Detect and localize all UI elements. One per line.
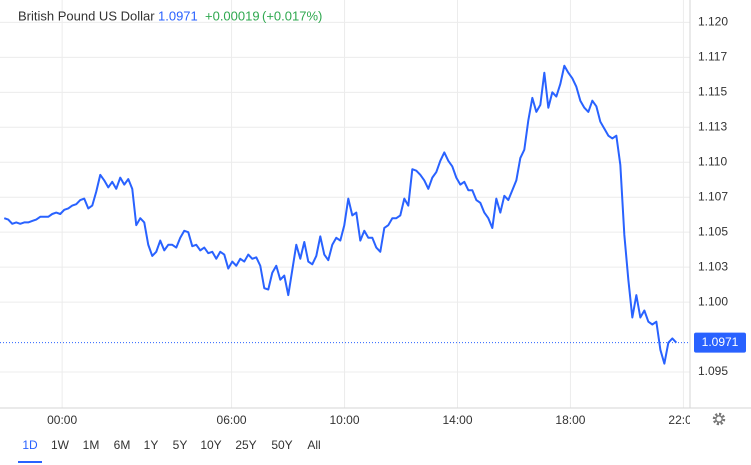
x-tick-label: 14:00 xyxy=(442,413,472,427)
last-price-tag-label: 1.0971 xyxy=(702,335,739,349)
y-tick-label: 1.095 xyxy=(698,364,728,378)
y-tick-label: 1.110 xyxy=(698,154,727,168)
range-button[interactable]: 25Y xyxy=(235,438,256,452)
x-tick-label: 22:00 xyxy=(668,413,698,427)
x-axis-labels: 00:00 06:00 10:00 14:00 18:00 22:00 xyxy=(47,413,698,427)
chart-title: British Pound US Dollar xyxy=(18,8,155,23)
range-button[interactable]: 1W xyxy=(51,438,70,452)
range-button[interactable]: 5Y xyxy=(173,438,188,452)
plot xyxy=(0,64,690,365)
y-tick-label: 1.107 xyxy=(698,189,728,203)
range-button[interactable]: 6M xyxy=(114,438,131,452)
price-line xyxy=(3,64,678,365)
active-range-underline xyxy=(18,461,42,463)
x-tick-label: 18:00 xyxy=(555,413,585,427)
x-tick-label: 00:00 xyxy=(47,413,77,427)
last-price-tag xyxy=(694,332,746,353)
last-price: 1.0971 xyxy=(158,8,198,23)
y-tick-label: 1.103 xyxy=(698,259,728,273)
range-button[interactable]: 1M xyxy=(83,438,100,452)
range-button[interactable]: All xyxy=(307,438,320,452)
y-tick-label: 1.120 xyxy=(698,15,728,29)
y-tick-label: 1.100 xyxy=(698,294,728,308)
range-button[interactable]: 10Y xyxy=(200,438,221,452)
y-tick-label: 1.105 xyxy=(698,224,728,238)
price-change-percent: (+0.017%) xyxy=(262,8,322,23)
x-tick-label: 10:00 xyxy=(330,413,360,427)
range-button[interactable]: 50Y xyxy=(271,438,292,452)
y-axis-labels: 1.120 1.117 1.115 1.113 1.110 1.107 1.105 1.103… xyxy=(694,15,746,378)
price-change: +0.00019 xyxy=(205,8,260,23)
range-selector: 1D 1W 1M 6M 1Y 5Y 10Y 25Y 50Y All xyxy=(18,438,321,463)
y-tick-label: 1.117 xyxy=(698,50,727,64)
grid xyxy=(0,0,690,408)
range-button[interactable]: 1D xyxy=(22,438,38,452)
settings-icon[interactable] xyxy=(712,412,726,426)
y-tick-label: 1.115 xyxy=(698,84,727,98)
x-tick-label: 06:00 xyxy=(217,413,247,427)
range-button[interactable]: 1Y xyxy=(144,438,159,452)
y-tick-label: 1.113 xyxy=(698,119,727,133)
